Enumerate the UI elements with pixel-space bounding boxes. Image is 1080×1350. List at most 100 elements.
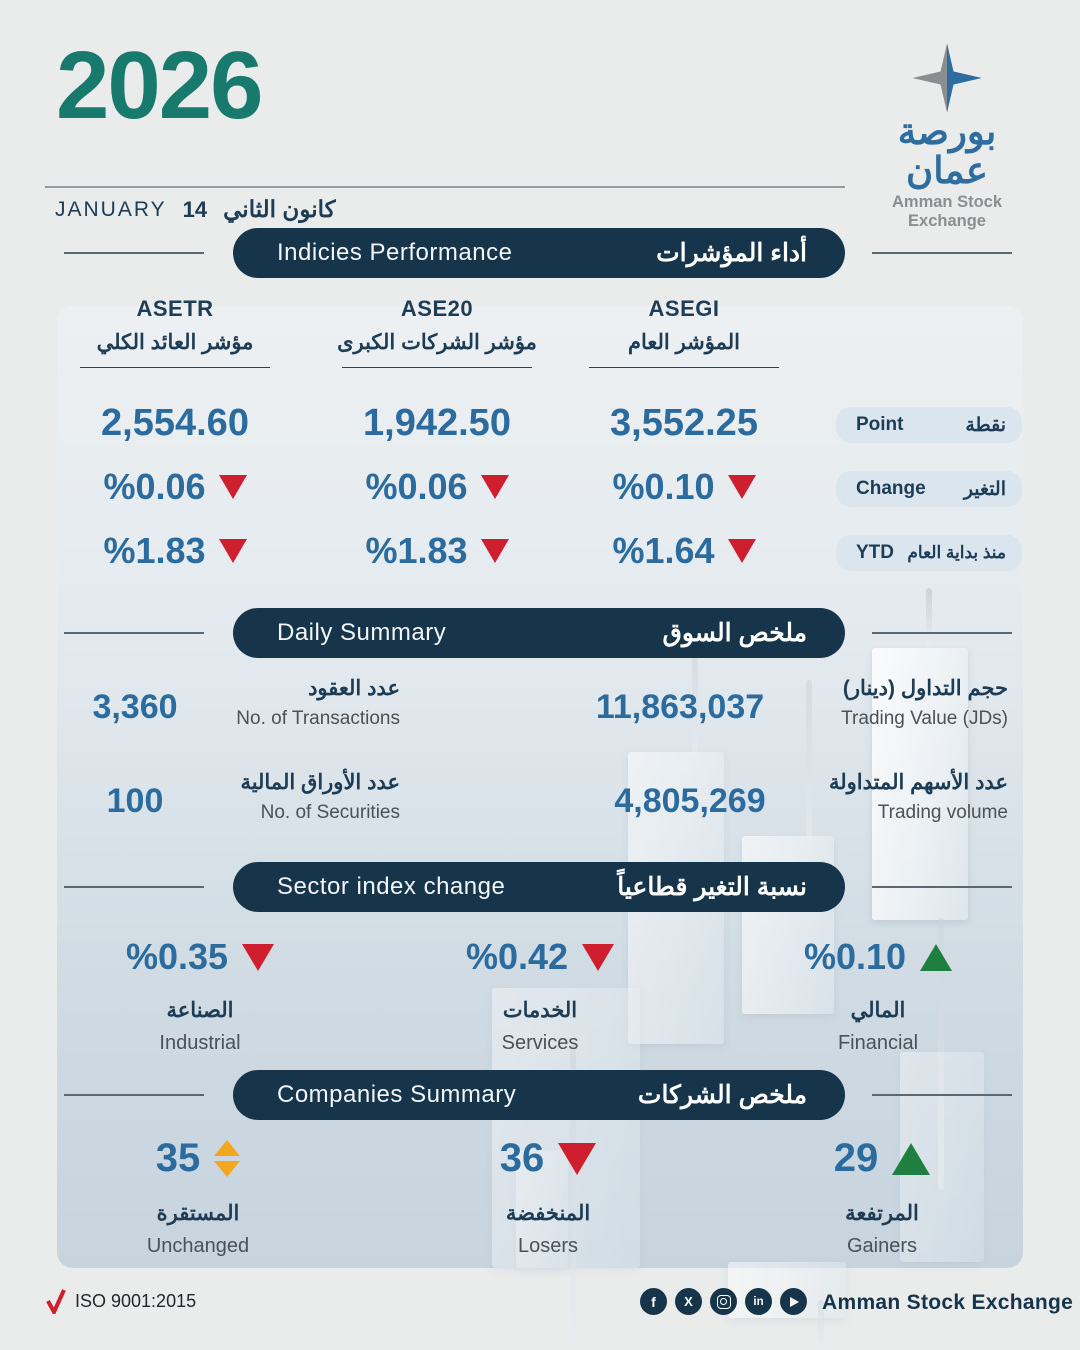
trading-volume-value: 4,805,269	[614, 782, 766, 820]
month-english: JANUARY	[55, 197, 167, 221]
sector-industrial: %0.35 الصناعة Industrial	[60, 936, 340, 1055]
ase20-change-value: %0.06	[312, 466, 562, 508]
sector-name-arabic: المالي	[850, 999, 906, 1022]
label-english: Trading Value (JDs)	[841, 708, 1008, 729]
section-header-companies-summary: Companies Summary ملخص الشركات	[233, 1070, 845, 1120]
row-label-ytd: YTD منذ بداية العام	[836, 535, 1022, 571]
trading-value: 11,863,037	[595, 688, 765, 726]
down-triangle-icon	[242, 943, 275, 971]
asetr-ytd-value: %1.83	[50, 530, 300, 572]
sector-name-english: Industrial	[159, 1032, 241, 1054]
iso-label: ISO 9001:2015	[75, 1290, 197, 1311]
ase-star-icon	[912, 43, 982, 113]
label-english: No. of Securities	[260, 802, 400, 823]
decor-line	[64, 886, 204, 888]
label-arabic: عدد الأسهم المتداولة	[828, 771, 1008, 794]
section-title-en: Companies Summary	[277, 1081, 517, 1108]
value-text: %0.35	[125, 936, 229, 977]
candlestick-wick	[938, 918, 944, 1190]
header-divider	[45, 186, 845, 188]
down-triangle-icon	[218, 539, 247, 563]
section-header-sector-change: Sector index change نسبة التغير قطاعياً	[233, 862, 845, 912]
index-column-asegi: ASEGI المؤشر العام	[559, 296, 809, 368]
down-triangle-icon	[480, 475, 509, 499]
asetr-point-value: 2,554.60	[50, 402, 300, 445]
value-text: %0.42	[465, 936, 569, 977]
companies-count: 36	[408, 1136, 688, 1181]
row-label-en: Change	[856, 478, 926, 499]
up-triangle-icon	[920, 943, 953, 971]
value-text: 29	[833, 1136, 879, 1180]
month-arabic: كانون الثاني	[223, 196, 336, 222]
companies-unchanged: 35 المستقرة Unchanged	[58, 1136, 338, 1258]
label-arabic: المرتفعة	[845, 1202, 919, 1225]
section-title-ar: ملخص السوق	[662, 619, 807, 647]
youtube-icon[interactable]	[780, 1288, 807, 1315]
sector-financial: %0.10 المالي Financial	[738, 936, 1018, 1055]
down-triangle-icon	[582, 943, 615, 971]
logo-name-arabic: بورصة عمان	[897, 111, 997, 191]
section-header-daily-summary: Daily Summary ملخص السوق	[233, 608, 845, 658]
decor-line	[872, 252, 1012, 254]
value-text: %0.06	[365, 466, 468, 507]
trading-value-label: حجم التداول (دينار) Trading Value (JDs)	[841, 676, 1008, 730]
label-english: Unchanged	[146, 1235, 250, 1257]
index-name-arabic: المؤشر العام	[627, 331, 740, 354]
down-triangle-icon	[558, 1142, 597, 1175]
ase20-point-value: 1,942.50	[312, 402, 562, 445]
sector-value: %0.42	[400, 936, 680, 978]
candlestick-body	[872, 648, 968, 920]
x-glyph: X	[684, 1294, 693, 1309]
facebook-icon[interactable]: f	[640, 1288, 667, 1315]
logo-name-english: Amman Stock Exchange	[891, 192, 1003, 230]
sector-value: %0.10	[738, 936, 1018, 978]
column-underline	[589, 367, 779, 368]
youtube-glyph	[790, 1296, 799, 1307]
down-triangle-icon	[218, 475, 247, 499]
candlestick-wick	[806, 680, 812, 840]
sector-name-arabic: الصناعة	[166, 999, 234, 1022]
sector-name-english: Financial	[837, 1032, 919, 1054]
social-links: f X in	[640, 1288, 807, 1315]
value-text: %1.83	[103, 530, 206, 571]
row-label-change: Change التغير	[836, 471, 1022, 507]
unchanged-diamond-icon	[214, 1140, 241, 1177]
column-underline	[342, 367, 532, 368]
index-code: ASE20	[400, 296, 474, 321]
value-text: 1,942.50	[363, 402, 511, 444]
linkedin-icon[interactable]: in	[745, 1288, 772, 1315]
row-label-ar: نقطة	[965, 414, 1006, 436]
iso-certification: ISO 9001:2015	[46, 1288, 196, 1314]
label-arabic: المنخفضة	[505, 1202, 591, 1225]
asegi-ytd-value: %1.64	[559, 530, 809, 572]
sector-name-english: Services	[501, 1032, 579, 1054]
transactions-label: عدد العقود No. of Transactions	[236, 676, 400, 730]
index-name-arabic: مؤشر الشركات الكبرى	[337, 331, 537, 354]
transactions-value: 3,360	[92, 688, 178, 726]
section-title-ar: ملخص الشركات	[637, 1081, 807, 1109]
companies-gainers: 29 المرتفعة Gainers	[742, 1136, 1022, 1258]
row-label-en: YTD	[856, 542, 894, 563]
companies-count: 35	[58, 1136, 338, 1181]
section-title-ar: أداء المؤشرات	[656, 239, 807, 267]
x-icon[interactable]: X	[675, 1288, 702, 1315]
decor-line	[64, 252, 204, 254]
instagram-icon[interactable]	[710, 1288, 737, 1315]
trading-volume-label: عدد الأسهم المتداولة Trading volume	[829, 770, 1008, 824]
candlestick-wick	[570, 1045, 576, 1350]
section-title-ar: نسبة التغير قطاعياً	[617, 873, 807, 901]
decor-line	[872, 1094, 1012, 1096]
label-arabic: حجم التداول (دينار)	[842, 677, 1008, 700]
up-triangle-icon	[892, 1142, 931, 1175]
ase20-ytd-value: %1.83	[312, 530, 562, 572]
value-text: %0.06	[103, 466, 206, 507]
candlestick-wick	[692, 655, 698, 755]
section-title-en: Daily Summary	[277, 619, 447, 646]
value-text: %0.10	[612, 466, 715, 507]
label-arabic: المستقرة	[156, 1202, 240, 1225]
ase-logo: بورصة عمان Amman Stock Exchange	[858, 42, 1036, 231]
sector-services: %0.42 الخدمات Services	[400, 936, 680, 1055]
row-label-point: Point نقطة	[836, 407, 1022, 443]
label-arabic: عدد الأوراق المالية	[240, 771, 400, 794]
